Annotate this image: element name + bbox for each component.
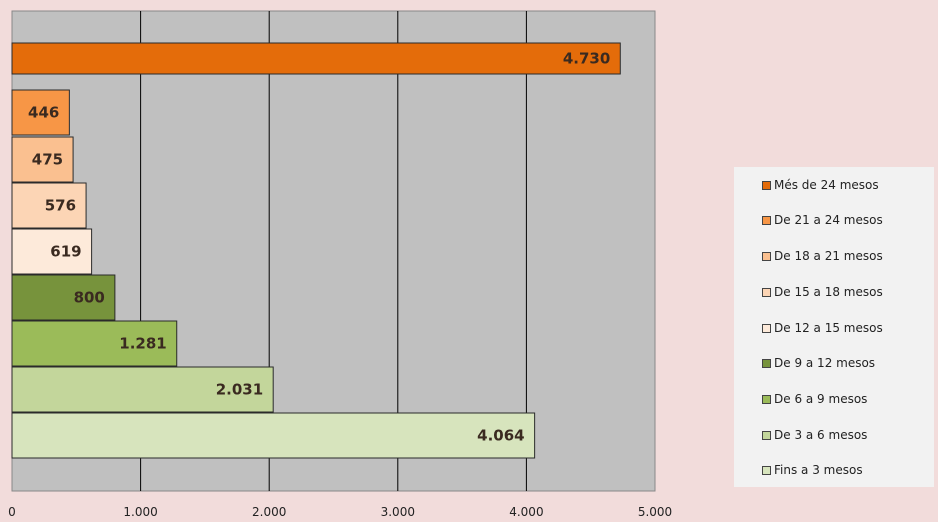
legend-label: De 12 a 15 mesos [774,321,883,335]
bar [11,89,70,136]
legend-item: Més de 24 mesos [762,177,879,193]
data-labels: 4.730 446 475 576 619 800 1.281 2.031 4.064 [28,50,610,445]
bar [11,136,74,183]
legend-swatch [762,323,771,333]
bars [11,42,621,459]
legend-swatch [762,465,771,475]
bar [11,274,116,321]
x-axis-ticks: 0 1.000 2.000 3.000 4.000 5.000 [8,505,672,519]
legend-swatch [762,215,771,225]
bar [11,412,536,459]
legend-swatch [762,394,771,404]
data-label: 1.281 [119,335,166,353]
legend-swatch [762,251,771,261]
legend-item: De 21 a 24 mesos [762,212,883,228]
legend: Més de 24 mesos De 21 a 24 mesos De 18 a 2… [734,167,934,487]
legend-label: Més de 24 mesos [774,178,879,192]
legend-item: De 3 a 6 mesos [762,427,867,443]
data-label: 619 [50,243,81,261]
legend-label: De 15 a 18 mesos [774,285,883,299]
legend-label: Fins a 3 mesos [774,463,863,477]
legend-swatch [762,358,771,368]
x-tick-label: 2.000 [252,505,286,519]
bar [11,182,87,229]
x-tick-label: 5.000 [638,505,672,519]
legend-label: De 3 a 6 mesos [774,428,868,442]
data-label: 475 [32,151,63,169]
legend-label: De 9 a 12 mesos [774,356,876,370]
legend-item: De 18 a 21 mesos [762,248,883,264]
legend-swatch [762,180,771,190]
data-label: 4.064 [477,427,524,445]
legend-item: De 9 a 12 mesos [762,355,875,371]
data-label: 4.730 [563,50,610,68]
legend-swatch [762,287,771,297]
x-tick-label: 3.000 [381,505,415,519]
legend-swatch [762,430,771,440]
legend-label: De 21 a 24 mesos [774,213,883,227]
bar [11,320,178,367]
data-label: 446 [28,104,59,122]
legend-item: De 15 a 18 mesos [762,284,883,300]
data-label: 576 [45,197,76,215]
data-label: 2.031 [216,381,263,399]
data-label: 800 [74,289,105,307]
legend-item: Fins a 3 mesos [762,462,863,478]
x-tick-label: 0 [8,505,16,519]
x-tick-label: 4.000 [509,505,543,519]
bar [11,228,93,275]
legend-label: De 6 a 9 mesos [774,392,868,406]
bar [11,42,621,75]
x-tick-label: 1.000 [123,505,157,519]
legend-item: De 6 a 9 mesos [762,391,867,407]
bar [11,366,274,413]
legend-label: De 18 a 21 mesos [774,249,883,263]
legend-item: De 12 a 15 mesos [762,320,883,336]
